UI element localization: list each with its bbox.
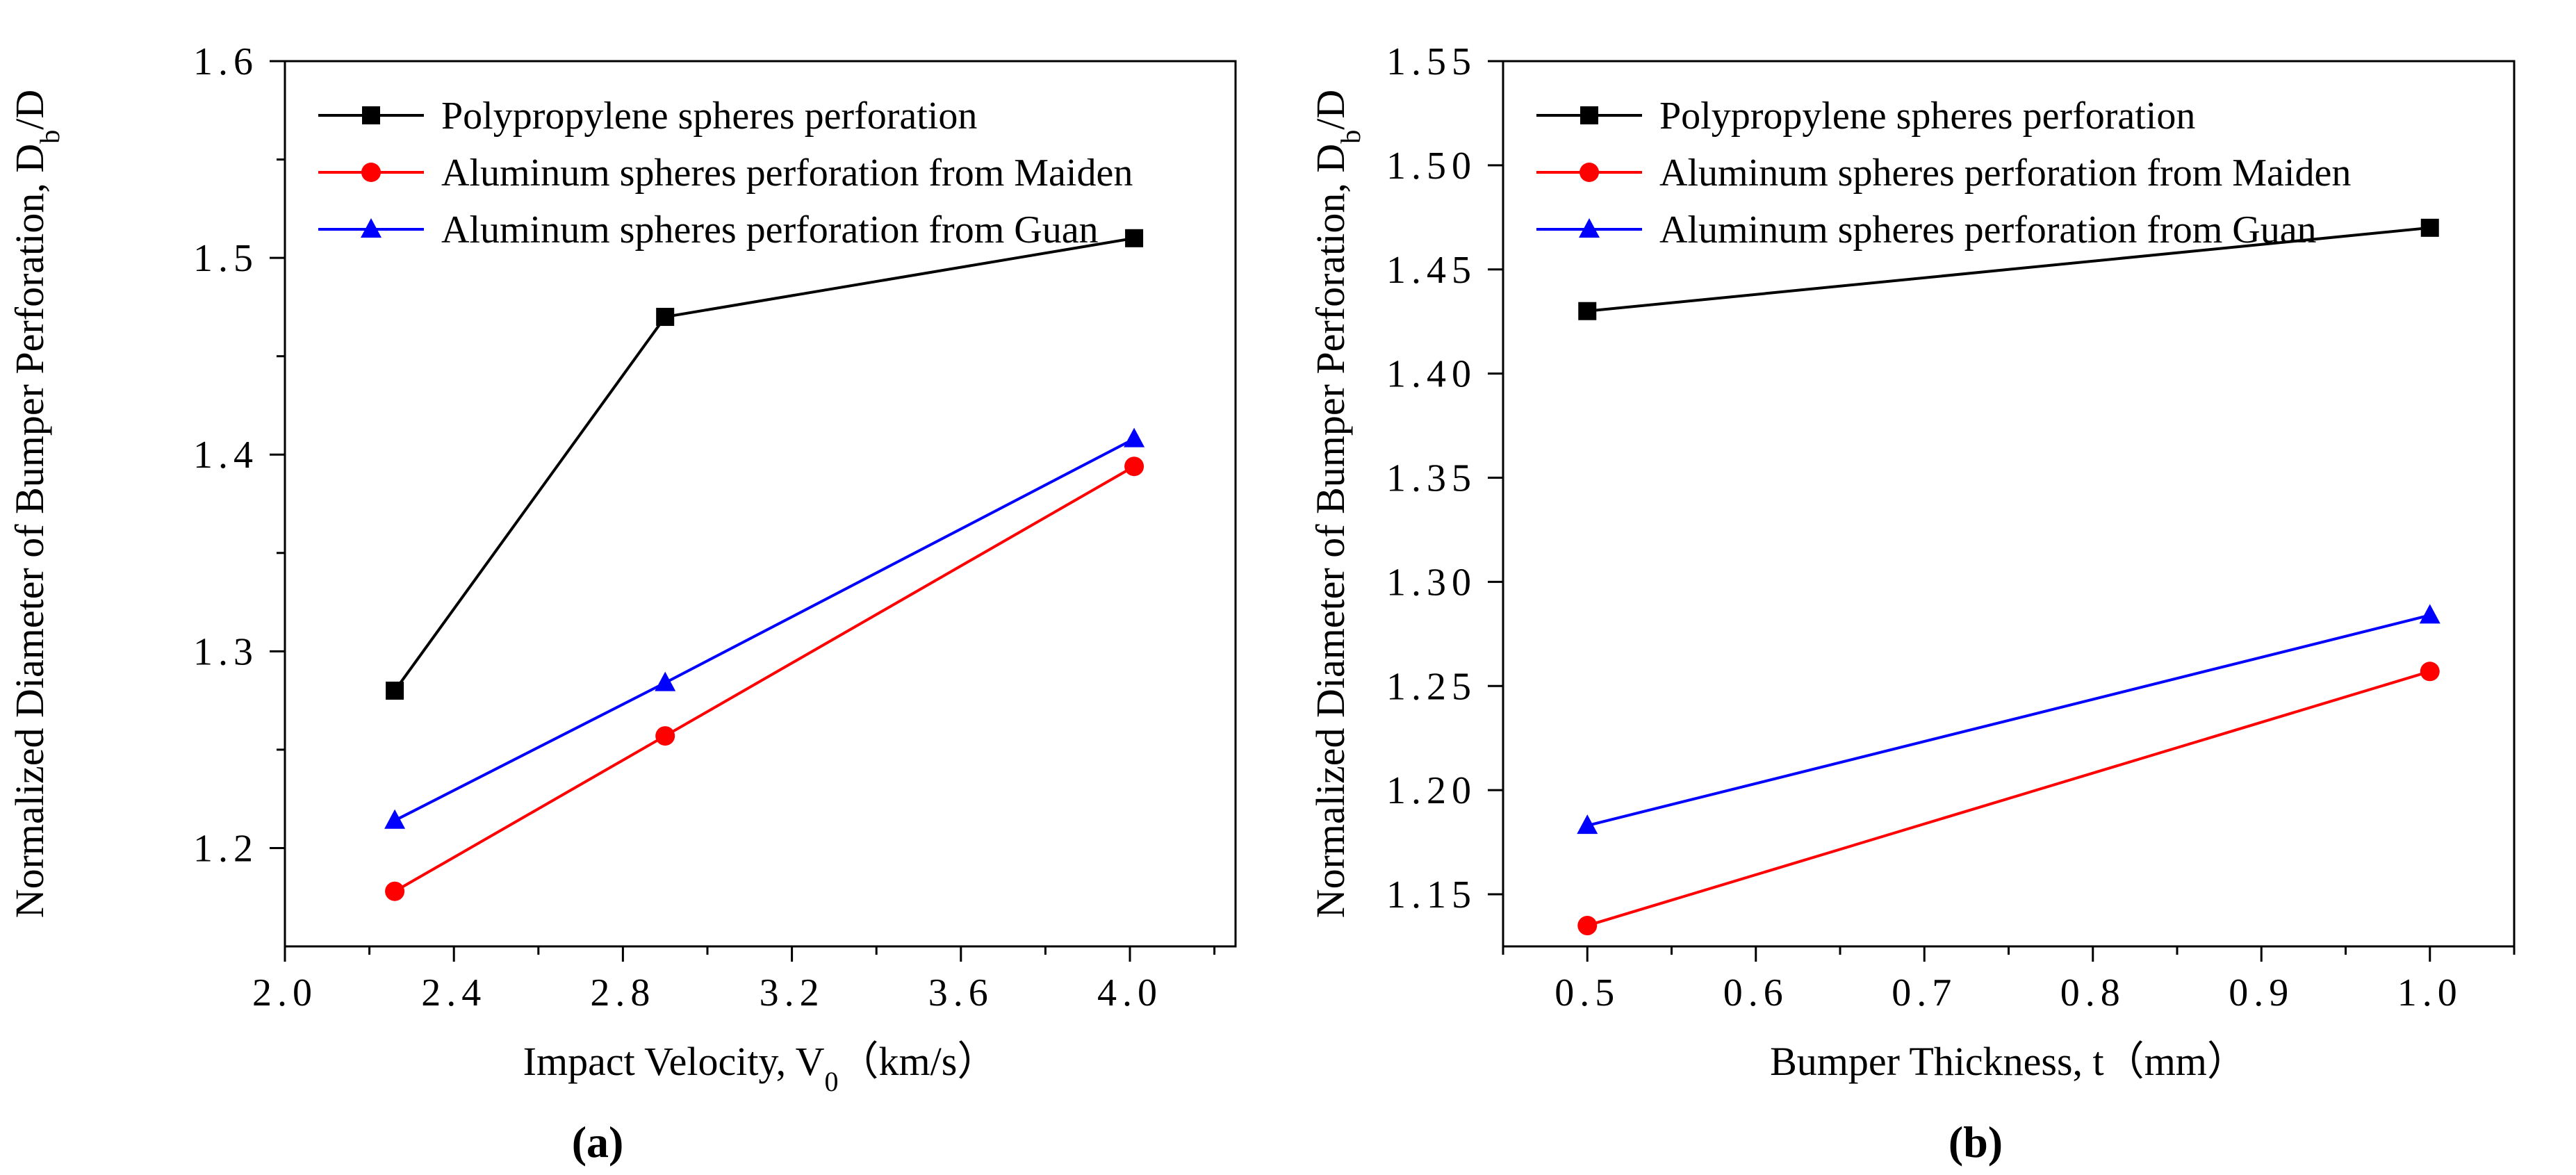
y-axis-title-text: Normalized Diameter of Bumper Perforatio… xyxy=(7,144,52,919)
y-tick-label: 1.3 xyxy=(193,630,259,673)
y-axis-title-subscript: b xyxy=(34,130,65,144)
x-tick-label: 0.6 xyxy=(1723,971,1789,1014)
y-tick-label: 1.35 xyxy=(1386,457,1477,500)
series-circle xyxy=(385,457,1145,901)
data-point xyxy=(386,681,404,700)
chart-panel-b: 0.5 0.6 0.7 0.8 0.9 1.0 1.15 1.20 1.25 1.30 1.35 1.… xyxy=(1308,40,2516,1167)
y-axis-title-suffix: /D xyxy=(1308,90,1353,130)
legend-label: Aluminum spheres perforation from Guan xyxy=(1659,208,2317,252)
x-tick-label: 3.6 xyxy=(928,971,994,1014)
data-point xyxy=(2420,662,2440,682)
series-line xyxy=(393,236,1135,692)
plot-frame xyxy=(284,60,1237,948)
data-point xyxy=(384,809,406,829)
panel-label: (a) xyxy=(572,1117,624,1167)
legend-marker xyxy=(361,218,382,238)
legend-marker xyxy=(1579,218,1600,238)
y-axis-title-text: Normalized Diameter of Bumper Perforatio… xyxy=(1308,144,1353,919)
series-square xyxy=(1578,218,2439,320)
y-tick-label: 1.15 xyxy=(1386,873,1477,917)
y-axis-title: Normalized Diameter of Bumper Perforatio… xyxy=(7,90,65,919)
x-axis-title-subscript: 0 xyxy=(825,1066,839,1097)
x-axis-title: Impact Velocity, V0（km/s） xyxy=(523,1039,998,1097)
x-tick-label: 2.4 xyxy=(421,971,486,1014)
legend-label: Polypropylene spheres perforation xyxy=(441,95,977,138)
legend: Polypropylene spheres perforation Aluminu… xyxy=(318,95,1133,252)
data-point xyxy=(1125,229,1144,247)
legend-marker xyxy=(1580,106,1598,124)
data-point xyxy=(1124,427,1145,447)
y-tick-label: 1.40 xyxy=(1386,353,1477,396)
data-point xyxy=(1124,457,1145,477)
x-axis-title-unit: （mm） xyxy=(2104,1039,2247,1084)
chart-panel-a: 2.0 2.4 2.8 3.2 3.6 4.0 1.2 1.3 1.4 1.5 1.6 Impact … xyxy=(7,40,1237,1167)
y-tick-label: 1.50 xyxy=(1386,145,1477,188)
series-triangle xyxy=(1577,604,2440,835)
y-axis-title-subscript: b xyxy=(1335,130,1366,144)
y-tick-label: 1.2 xyxy=(193,827,259,870)
x-tick-label: 1.0 xyxy=(2397,971,2463,1014)
data-point xyxy=(385,881,405,901)
panel-label: (b) xyxy=(1949,1117,2003,1167)
legend-label: Aluminum spheres perforation from Maiden xyxy=(1659,151,2351,195)
x-tick-label: 0.7 xyxy=(1892,971,1957,1014)
y-axis-title: Normalized Diameter of Bumper Perforatio… xyxy=(1308,90,1366,919)
series-line xyxy=(394,465,1135,893)
legend-label: Aluminum spheres perforation from Guan xyxy=(441,208,1099,252)
legend-marker xyxy=(1580,163,1599,182)
x-axis-title: Bumper Thickness, t（mm） xyxy=(1770,1039,2247,1084)
y-tick-label: 1.45 xyxy=(1386,249,1477,292)
legend-label: Aluminum spheres perforation from Maiden xyxy=(441,151,1133,195)
data-point xyxy=(2420,218,2439,237)
x-axis-title-unit: （km/s） xyxy=(839,1039,998,1084)
x-axis-title-text: Bumper Thickness, t xyxy=(1770,1039,2104,1084)
y-axis-title-suffix: /D xyxy=(7,90,52,130)
series-line xyxy=(1586,670,2431,927)
legend-label: Polypropylene spheres perforation xyxy=(1659,95,2195,138)
y-tick-label: 1.6 xyxy=(193,40,259,83)
y-tick-label: 1.30 xyxy=(1386,561,1477,604)
legend: Polypropylene spheres perforation Aluminu… xyxy=(1536,95,2351,252)
y-tick-label: 1.25 xyxy=(1386,665,1477,708)
y-tick-label: 1.55 xyxy=(1386,40,1477,83)
x-tick-label: 3.2 xyxy=(760,971,825,1014)
series-line xyxy=(394,437,1135,822)
x-tick-label: 0.5 xyxy=(1554,971,1620,1014)
x-tick-label: 4.0 xyxy=(1097,971,1163,1014)
x-tick-label: 2.8 xyxy=(590,971,655,1014)
legend-marker xyxy=(362,106,380,124)
x-tick-label: 2.0 xyxy=(252,971,318,1014)
x-tick-label: 0.9 xyxy=(2229,971,2294,1014)
series-circle xyxy=(1577,662,2440,936)
y-tick-label: 1.4 xyxy=(193,434,259,477)
data-point xyxy=(655,726,675,746)
series-triangle xyxy=(384,427,1145,829)
series-line xyxy=(1587,226,2430,313)
legend-marker xyxy=(361,163,381,182)
series-square xyxy=(386,229,1144,700)
data-point xyxy=(655,671,676,691)
series-line xyxy=(1586,614,2431,828)
data-point xyxy=(2419,604,2440,624)
data-point xyxy=(1578,302,1597,320)
data-point xyxy=(1577,814,1598,835)
x-axis-title-text: Impact Velocity, V xyxy=(523,1039,825,1084)
y-tick-label: 1.20 xyxy=(1386,769,1477,812)
data-point xyxy=(656,308,675,327)
data-point xyxy=(1577,916,1598,936)
y-tick-label: 1.5 xyxy=(193,237,259,280)
x-tick-label: 0.8 xyxy=(2060,971,2126,1014)
